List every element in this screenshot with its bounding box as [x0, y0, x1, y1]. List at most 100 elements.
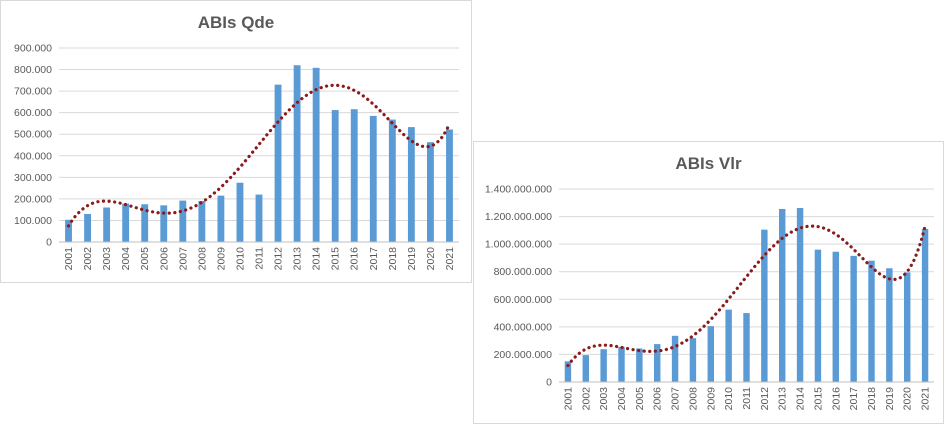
- x-tick-label: 2015: [812, 387, 824, 411]
- y-tick-label: 600.000: [14, 107, 52, 119]
- x-tick-label: 2008: [687, 387, 699, 411]
- bar: [636, 348, 643, 382]
- bar: [179, 200, 187, 242]
- x-tick-label: 2003: [598, 387, 610, 411]
- x-tick-label: 2021: [444, 247, 456, 271]
- bar: [850, 255, 857, 382]
- bar: [446, 129, 453, 242]
- bar: [236, 182, 244, 242]
- chart-panel-abis-vlr: ABIs Vlr 0 200.000.000 400.000.000 600.000.…: [473, 141, 944, 424]
- bar: [331, 110, 339, 242]
- x-tick-label: 2010: [234, 247, 246, 271]
- x-tick-label: 2018: [866, 387, 878, 411]
- bar: [160, 205, 168, 242]
- y-tick-label: 600.000.000: [494, 294, 553, 306]
- bar: [582, 355, 589, 382]
- x-tick-label: 2014: [795, 387, 807, 411]
- bar: [217, 195, 225, 242]
- x-tick-label: 2020: [902, 387, 914, 411]
- x-tick-label: 2005: [139, 247, 151, 271]
- y-tick-label: 800.000.000: [494, 266, 553, 278]
- bar: [832, 251, 839, 382]
- bar: [255, 194, 263, 242]
- x-tick-label: 2001: [63, 247, 75, 271]
- y-tick-label: 900.000: [14, 43, 52, 55]
- bar: [198, 201, 206, 242]
- bar: [274, 84, 282, 243]
- y-tick-label: 300.000: [14, 172, 52, 184]
- trendline: [66, 83, 452, 228]
- bar: [761, 229, 768, 382]
- x-tick-label: 2009: [215, 247, 227, 271]
- bar: [796, 208, 804, 382]
- bar: [564, 361, 572, 382]
- bar: [707, 326, 714, 382]
- bar: [725, 309, 732, 382]
- x-tick-label: 2011: [741, 387, 753, 410]
- bar: [868, 260, 875, 382]
- x-tick-label: 2021: [920, 387, 932, 411]
- x-tick-label: 2006: [652, 387, 664, 411]
- bar: [427, 142, 434, 242]
- bar: [65, 219, 72, 242]
- bar: [103, 207, 111, 242]
- x-tick-label: 2004: [120, 247, 132, 271]
- bar: [312, 67, 320, 242]
- bar: [671, 335, 679, 382]
- chart-title: ABIs Qde: [197, 13, 275, 32]
- bar: [689, 338, 697, 382]
- bar: [122, 203, 130, 242]
- x-tick-label: 2001: [562, 387, 574, 411]
- x-tick-label: 2016: [830, 387, 842, 411]
- x-tick-label: 2013: [777, 387, 789, 411]
- y-tick-label: 200.000: [14, 193, 52, 205]
- y-tick-label: 0: [546, 377, 552, 389]
- y-tick-label: 800.000: [14, 64, 52, 76]
- chart-abis-vlr: 0 200.000.000 400.000.000 600.000.000 800.00…: [485, 184, 934, 411]
- bar: [141, 204, 149, 242]
- chart-title: ABIs Vlr: [675, 154, 742, 173]
- x-tick-label: 2014: [311, 247, 323, 271]
- x-tick-label: 2002: [580, 387, 592, 411]
- bar: [407, 127, 415, 242]
- bar: [886, 268, 893, 382]
- y-tick-label: 1.000.000.000: [485, 239, 552, 251]
- x-tick-label: 2006: [158, 247, 170, 271]
- bar: [350, 109, 358, 243]
- x-tick-label: 2018: [387, 247, 399, 271]
- y-tick-label: 1.400.000.000: [485, 184, 552, 196]
- x-tick-label: 2010: [723, 387, 735, 411]
- bar: [84, 213, 91, 242]
- y-tick-label: 100.000: [14, 215, 52, 227]
- bar: [743, 313, 750, 382]
- y-tick-label: 700.000: [14, 86, 52, 98]
- x-tick-label: 2013: [292, 247, 304, 271]
- x-tick-label: 2020: [425, 247, 437, 271]
- bar: [618, 346, 625, 382]
- y-tick-label: 1.200.000.000: [485, 211, 552, 223]
- bar: [600, 349, 607, 382]
- y-tick-label: 400.000: [14, 150, 52, 162]
- x-tick-label: 2003: [101, 247, 113, 271]
- y-tick-label: 400.000.000: [494, 321, 553, 333]
- bar: [388, 119, 396, 242]
- x-tick-label: 2002: [82, 247, 94, 271]
- x-tick-label: 2012: [273, 247, 285, 271]
- bar: [921, 228, 929, 382]
- bar: [779, 208, 786, 382]
- y-tick-label: 0: [46, 237, 52, 249]
- x-tick-label: 2016: [349, 247, 361, 271]
- x-tick-label: 2019: [406, 247, 418, 271]
- x-tick-label: 2009: [705, 387, 717, 411]
- trendline: [566, 224, 927, 368]
- x-tick-label: 2007: [670, 387, 682, 411]
- x-tick-label: 2008: [196, 247, 208, 271]
- x-tick-label: 2019: [884, 387, 896, 411]
- bar: [814, 249, 822, 382]
- chart-panel-abis-qde: ABIs Qde 0 100.000 200.000 300.000 400.000 50…: [0, 0, 472, 283]
- bar: [654, 344, 661, 382]
- x-tick-label: 2015: [330, 247, 342, 271]
- x-tick-label: 2017: [368, 247, 380, 271]
- x-tick-label: 2012: [759, 387, 771, 411]
- bar: [293, 65, 301, 242]
